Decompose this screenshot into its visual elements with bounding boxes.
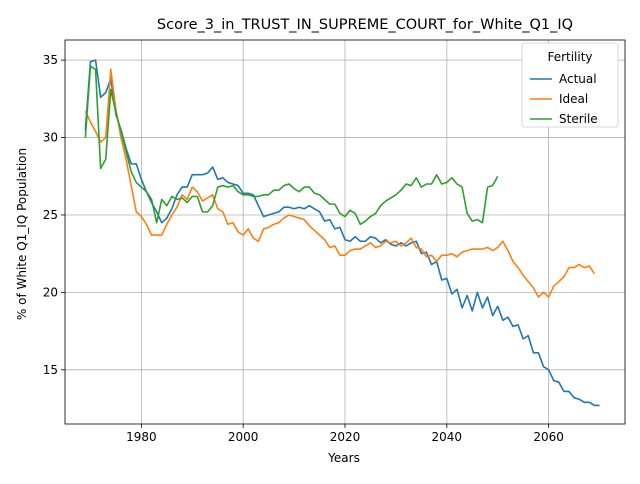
legend-title: Fertility <box>547 50 592 64</box>
legend-label-sterile: Sterile <box>559 112 598 126</box>
legend-box <box>521 42 619 128</box>
y-tick-label: 20 <box>43 285 58 299</box>
legend-items: Actual Ideal Sterile <box>530 72 598 126</box>
x-tick-label: 2040 <box>432 430 463 444</box>
legend-label-actual: Actual <box>559 72 597 86</box>
x-tick-label: 2060 <box>533 430 564 444</box>
x-axis: 1980 2000 2020 2040 2060 <box>126 424 564 444</box>
y-axis-label: % of White Q1_IQ Population <box>15 148 29 320</box>
y-tick-label: 25 <box>43 208 58 222</box>
x-tick-label: 1980 <box>126 430 157 444</box>
x-axis-label: Years <box>327 451 360 465</box>
legend-label-ideal: Ideal <box>559 92 588 106</box>
y-tick-label: 30 <box>43 131 58 145</box>
y-axis: 15 20 25 30 35 <box>43 53 65 377</box>
series-line-actual <box>84 59 600 407</box>
series-line-sterile <box>84 65 499 226</box>
chart-title: Score_3_in_TRUST_IN_SUPREME_COURT_for_Wh… <box>157 17 573 33</box>
series-layer <box>84 59 600 407</box>
y-tick-label: 35 <box>43 53 58 67</box>
x-tick-label: 2020 <box>330 430 361 444</box>
x-tick-label: 2000 <box>228 430 259 444</box>
series-line-ideal <box>84 68 596 298</box>
legend: Fertility Actual Ideal Sterile <box>521 42 619 128</box>
y-tick-label: 15 <box>43 363 58 377</box>
